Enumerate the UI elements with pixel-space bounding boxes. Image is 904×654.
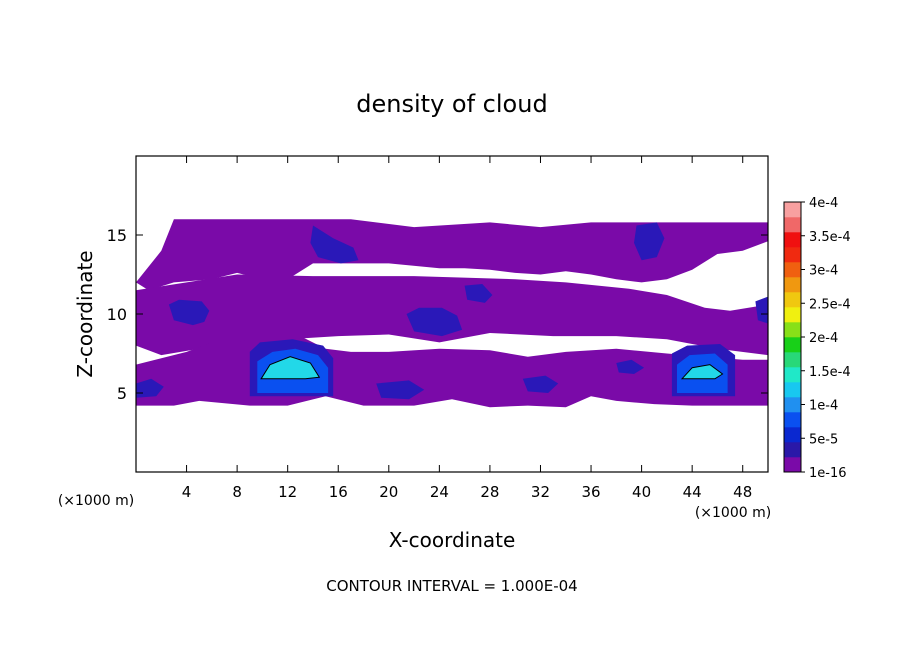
contour-region-7 bbox=[406, 307, 463, 337]
colorbar-label-3: 1e-4 bbox=[809, 399, 838, 414]
colorbar-swatch-17 bbox=[784, 217, 801, 233]
colorbar-swatch-9 bbox=[784, 337, 801, 353]
x-axis-label: X-coordinate bbox=[389, 528, 516, 552]
contour-region-8 bbox=[464, 284, 493, 303]
contour-line-18 bbox=[260, 356, 321, 380]
colorbar-label-8: 3.5e-4 bbox=[809, 230, 851, 245]
contour-region-9 bbox=[616, 359, 645, 374]
x-tick-label-16: 16 bbox=[329, 483, 348, 501]
colorbar-swatch-18 bbox=[784, 202, 801, 218]
x-tick-label-32: 32 bbox=[531, 483, 550, 501]
colorbar-swatch-4 bbox=[784, 412, 801, 428]
colorbar-swatch-15 bbox=[784, 247, 801, 263]
contour-region-10 bbox=[522, 375, 559, 393]
x-tick-label-40: 40 bbox=[632, 483, 651, 501]
colorbar: 1e-16 5e-5 1e-4 1.5e-4 2e-4 2.5e-4 3e-4 3.5e-4 4… bbox=[783, 196, 851, 481]
colorbar-swatch-5 bbox=[784, 397, 801, 413]
x-tick-label-44: 44 bbox=[683, 483, 702, 501]
x-axis-ticks: 4 8 12 16 20 24 28 32 36 40 44 48 bbox=[182, 156, 752, 501]
colorbar-swatch-6 bbox=[784, 382, 801, 398]
contour-region-6 bbox=[168, 299, 210, 326]
colorbar-swatch-16 bbox=[784, 232, 801, 248]
colorbar-swatch-1 bbox=[784, 457, 801, 473]
colorbar-swatch-7 bbox=[784, 367, 801, 383]
x-tick-label-12: 12 bbox=[278, 483, 297, 501]
y-axis-label: Z-coordinate bbox=[73, 250, 97, 377]
x-tick-label-48: 48 bbox=[733, 483, 752, 501]
colorbar-swatch-13 bbox=[784, 277, 801, 293]
colorbar-label-7: 3e-4 bbox=[809, 264, 838, 279]
contour-interval-note: CONTOUR INTERVAL = 1.000E-04 bbox=[326, 577, 577, 595]
y-axis-ticks: 5 10 15 bbox=[107, 226, 768, 403]
contour-region-5 bbox=[634, 222, 665, 261]
colorbar-label-9: 4e-4 bbox=[809, 196, 838, 211]
colorbar-label-5: 2e-4 bbox=[809, 331, 838, 346]
x-tick-label-36: 36 bbox=[581, 483, 600, 501]
x-tick-label-20: 20 bbox=[379, 483, 398, 501]
colorbar-swatch-11 bbox=[784, 307, 801, 323]
colorbar-label-2: 5e-5 bbox=[809, 432, 838, 447]
contour-region-18 bbox=[261, 356, 320, 379]
x-axis-unit: (×1000 m) bbox=[695, 505, 771, 521]
contour-region-1 bbox=[136, 219, 768, 291]
colorbar-swatch-8 bbox=[784, 352, 801, 368]
colorbar-swatch-10 bbox=[784, 322, 801, 338]
y-tick-label-15: 15 bbox=[107, 226, 127, 245]
colorbar-swatch-14 bbox=[784, 262, 801, 278]
y-tick-label-5: 5 bbox=[117, 384, 127, 403]
chart-title: density of cloud bbox=[356, 90, 547, 118]
y-axis-unit: (×1000 m) bbox=[58, 493, 134, 509]
x-tick-label-28: 28 bbox=[480, 483, 499, 501]
y-tick-label-10: 10 bbox=[107, 305, 127, 324]
contour-regions bbox=[136, 219, 768, 408]
colorbar-label-4: 1.5e-4 bbox=[809, 365, 851, 380]
x-tick-label-8: 8 bbox=[232, 483, 242, 501]
contour-region-4 bbox=[310, 225, 359, 264]
x-tick-label-4: 4 bbox=[182, 483, 192, 501]
contour-line-19 bbox=[680, 364, 724, 380]
contour-region-11 bbox=[376, 380, 425, 400]
colorbar-swatch-3 bbox=[784, 427, 801, 443]
colorbar-label-1: 1e-16 bbox=[809, 466, 847, 481]
contour-region-12 bbox=[755, 296, 768, 324]
x-tick-label-24: 24 bbox=[430, 483, 449, 501]
colorbar-swatch-12 bbox=[784, 292, 801, 308]
colorbar-label-6: 2.5e-4 bbox=[809, 297, 851, 312]
colorbar-swatch-2 bbox=[784, 442, 801, 458]
